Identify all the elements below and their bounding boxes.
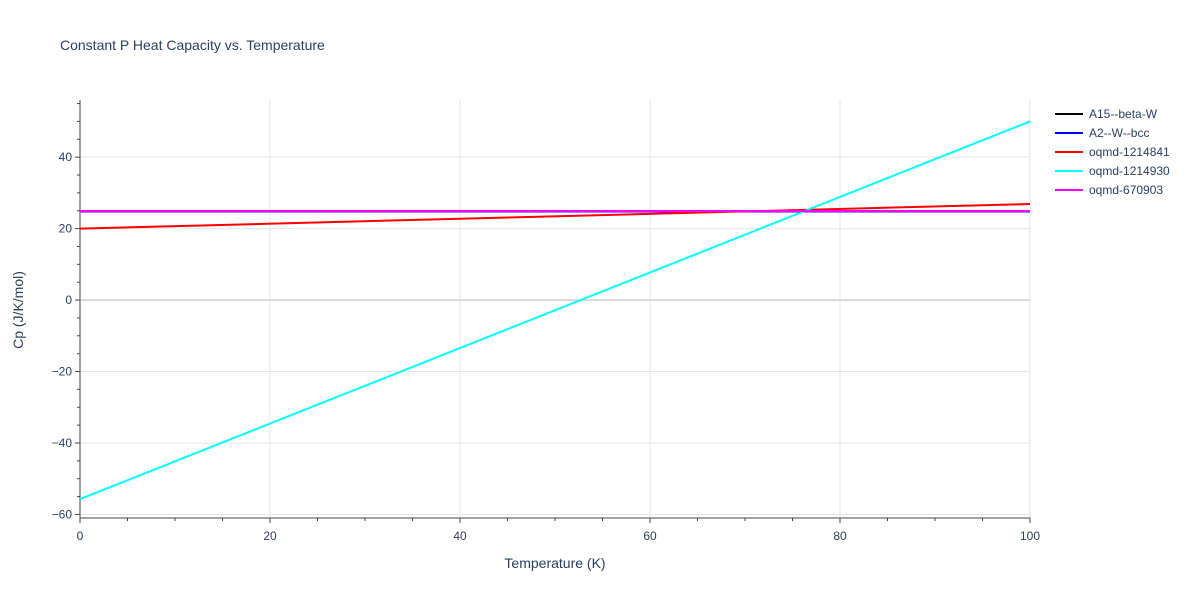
- x-tick-label: 40: [453, 529, 467, 543]
- y-tick-label: −20: [52, 365, 73, 379]
- chart-title: Constant P Heat Capacity vs. Temperature: [60, 37, 325, 53]
- x-tick-labels: 0 20 40 60 80 100: [77, 529, 1041, 543]
- x-tick-label: 80: [833, 529, 847, 543]
- axes: [75, 100, 1031, 523]
- series-line-oqmd-1214841: [79, 203, 1031, 230]
- legend-label: oqmd-1214930: [1089, 164, 1170, 178]
- legend-item[interactable]: oqmd-1214841: [1055, 145, 1170, 159]
- x-tick-label: 20: [263, 529, 277, 543]
- x-tick-label: 100: [1020, 529, 1040, 543]
- y-tick-label: −40: [52, 436, 73, 450]
- legend-item[interactable]: A2--W--bcc: [1055, 126, 1149, 140]
- y-axis-title: Cp (J/K/mol): [10, 271, 26, 349]
- y-tick-label: 0: [65, 293, 72, 307]
- legend-label: oqmd-670903: [1089, 183, 1163, 197]
- y-tick-label: 20: [59, 222, 73, 236]
- plot-area: [79, 120, 1031, 501]
- legend-label: A15--beta-W: [1089, 107, 1158, 121]
- y-tick-labels: −60 −40 −20 0 20 40: [52, 150, 73, 521]
- legend-label: A2--W--bcc: [1089, 126, 1149, 140]
- series-line-oqmd-1214930: [79, 120, 1031, 501]
- legend[interactable]: A15--beta-W A2--W--bcc oqmd-1214841 oqmd-12…: [1055, 107, 1170, 197]
- x-tick-label: 60: [643, 529, 657, 543]
- y-tick-label: 40: [59, 150, 73, 164]
- x-tick-label: 0: [77, 529, 84, 543]
- y-tick-label: −60: [52, 507, 73, 521]
- legend-item[interactable]: oqmd-670903: [1055, 183, 1163, 197]
- legend-item[interactable]: A15--beta-W: [1055, 107, 1158, 121]
- legend-item[interactable]: oqmd-1214930: [1055, 164, 1170, 178]
- grid-lines: [80, 100, 1031, 518]
- legend-label: oqmd-1214841: [1089, 145, 1170, 159]
- x-axis-title: Temperature (K): [504, 555, 605, 571]
